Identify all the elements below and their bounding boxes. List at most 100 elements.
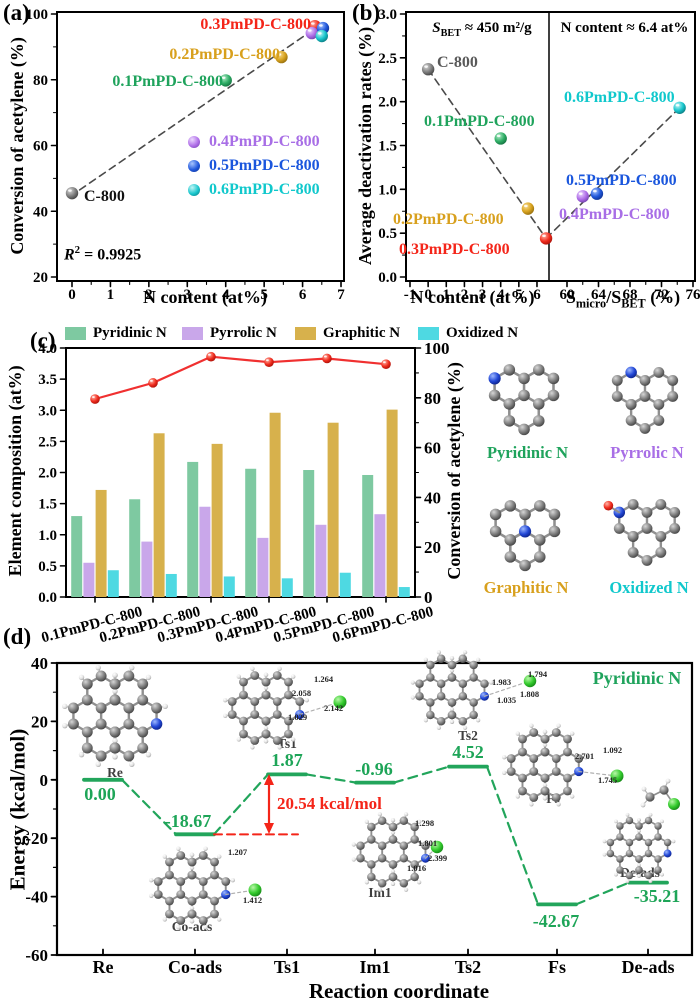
- svg-text:60: 60: [33, 139, 48, 155]
- svg-text:60: 60: [560, 287, 575, 303]
- svg-text:-40: -40: [25, 888, 48, 907]
- molecule-vinyl-chloride-product: [640, 778, 680, 810]
- chlorine-atom: [333, 695, 347, 709]
- bond-length-Fs: 2.701: [575, 751, 594, 761]
- panel-b: -1 0 1 2 3 4 5 6 60 64 68 72 76 0.0 0.5 1.0 1.5 2.0 2.5 3.0: [378, 7, 700, 303]
- panel-a-ylabel: Conversion of acetylene (%): [7, 37, 28, 255]
- panel-d-barrier: [213, 774, 299, 836]
- molecule-im1: [351, 812, 444, 892]
- svg-text:Im1: Im1: [360, 957, 391, 977]
- svg-text:20: 20: [33, 270, 48, 286]
- panel-b-label-c800: C-800: [437, 54, 478, 71]
- bar: [327, 422, 339, 597]
- bar: [245, 468, 257, 597]
- bond-length-Ts2: 1.808: [520, 689, 539, 699]
- bar: [199, 506, 211, 597]
- svg-text:Re: Re: [93, 957, 114, 977]
- panel-a-ticks: 0 1 2 3 4 5 6 7 20 40 60 80 100: [26, 7, 346, 303]
- panel-a-legend-item-04: 0.4PmPD-C-800: [188, 133, 320, 151]
- panel-a-xlabel: N content (at%): [143, 287, 267, 307]
- data-point-0.2PmPD-C-800: [275, 50, 288, 64]
- panel-a-r2: R2 = 0.9925: [64, 244, 141, 264]
- bond-length-Im1: 1.298: [415, 818, 434, 828]
- sbet-symbol: S: [432, 20, 441, 36]
- data-point-0.3PmPD-C-800: [539, 232, 553, 245]
- bar: [398, 587, 410, 597]
- chlorine-atom: [610, 769, 624, 783]
- legend-label: Oxidized N: [446, 325, 519, 341]
- bar: [153, 433, 165, 597]
- svg-text:-18.67: -18.67: [165, 811, 212, 831]
- bar: [303, 470, 315, 597]
- chlorine-atom: [430, 840, 444, 854]
- bar: [374, 514, 386, 597]
- molecule-label-pyrrolic: Pyrrolic N: [610, 443, 684, 462]
- bar: [211, 443, 223, 597]
- panel-a-label-01pmpd: 0.1PmPD-C-800: [112, 73, 223, 90]
- panel-b-frame: [405, 11, 696, 282]
- svg-text:2.0: 2.0: [38, 466, 57, 482]
- svg-text:0: 0: [40, 771, 49, 790]
- bond-length-Ts1: 2.058: [292, 688, 311, 698]
- svg-text:1.0: 1.0: [378, 182, 397, 198]
- svg-text:0: 0: [424, 588, 433, 607]
- svg-text:-60: -60: [25, 946, 48, 965]
- panel-d-ticks: -60 -40 -20 0 20 40 Re Co-ads Ts1 Im1 Ts2 Fs De-ads: [25, 654, 674, 977]
- chlorine-atom: [248, 883, 262, 897]
- smicro-sub1: micro: [575, 296, 607, 311]
- svg-text:4.52: 4.52: [452, 742, 484, 762]
- data-point-0.5PmPD-C-800: [590, 187, 604, 200]
- r2-symbol: R: [64, 246, 75, 264]
- legend-swatch-graphitic: [295, 326, 316, 340]
- svg-text:De-ads: De-ads: [622, 957, 675, 977]
- panel-b-label-05pmpd: 0.5PmPD-C-800: [566, 172, 677, 189]
- svg-text:3: 3: [184, 287, 192, 303]
- svg-text:20: 20: [31, 712, 48, 731]
- panel-b-label-04pmpd: 0.4PmPD-C-800: [559, 206, 670, 223]
- molecule-oxidized-n: [603, 498, 681, 566]
- svg-text:72: 72: [654, 287, 669, 303]
- r2-exponent: 2: [74, 244, 81, 256]
- panel-d-site-label: Pyridinic N: [592, 668, 682, 688]
- legend-label: Pyrrolic N: [210, 325, 277, 341]
- molecule-label-pyridinic: Pyridinic N: [486, 443, 569, 462]
- svg-text:7: 7: [337, 287, 345, 303]
- smicro-sub2: BET: [621, 296, 646, 311]
- molecule-pyrrolic-n: [611, 366, 679, 434]
- svg-text:2: 2: [461, 287, 469, 303]
- panel-c-legend-pyrrolic: Pyrrolic N: [182, 325, 277, 342]
- legend-sphere-blue: [188, 159, 200, 172]
- molecule-pyridinic-n: [488, 364, 560, 436]
- bar-series-Oxidized N: [107, 570, 410, 597]
- nitrogen-atom: [663, 849, 672, 858]
- bar: [281, 578, 293, 597]
- svg-text:80: 80: [424, 389, 441, 408]
- svg-text:-35.21: -35.21: [634, 886, 681, 906]
- svg-text:20: 20: [424, 538, 441, 557]
- bar-series-Pyridinic N: [71, 461, 374, 597]
- bond-length-Co-ads: 1.412: [243, 895, 262, 905]
- svg-text:2.0: 2.0: [378, 95, 397, 111]
- svg-text:2: 2: [145, 287, 153, 303]
- bar: [339, 572, 351, 597]
- panel-a-points: [65, 19, 330, 200]
- panel-a-label-02pmpd: 0.2PmPD-C-800: [169, 46, 280, 63]
- panel-b-label-02pmpd: 0.2PmPD-C-800: [393, 211, 504, 228]
- panel-b-ticks: -1 0 1 2 3 4 5 6 60 64 68 72 76 0.0 0.5 1.0 1.5 2.0 2.5 3.0: [378, 7, 700, 303]
- oxygen-atom: [603, 500, 614, 511]
- bond-length-Im1: 1.016: [407, 863, 426, 873]
- svg-text:Im1: Im1: [368, 885, 391, 900]
- panel-c-line: [90, 351, 391, 404]
- panel-c-ylabel-left: Element composition (at%): [5, 365, 26, 577]
- bar-series-Pyrrolic N: [83, 506, 386, 597]
- molecule-fs: [501, 723, 624, 807]
- sbet-subscript: BET: [440, 28, 462, 39]
- svg-text:2.5: 2.5: [38, 434, 57, 450]
- panel-b-annotation-ncontent: N content ≈ 6.4 at%: [560, 20, 689, 36]
- chlorine-atom: [523, 674, 537, 688]
- svg-text:40: 40: [424, 488, 441, 507]
- svg-text:1.87: 1.87: [271, 750, 303, 770]
- bar-series-Graphitic N: [95, 409, 398, 597]
